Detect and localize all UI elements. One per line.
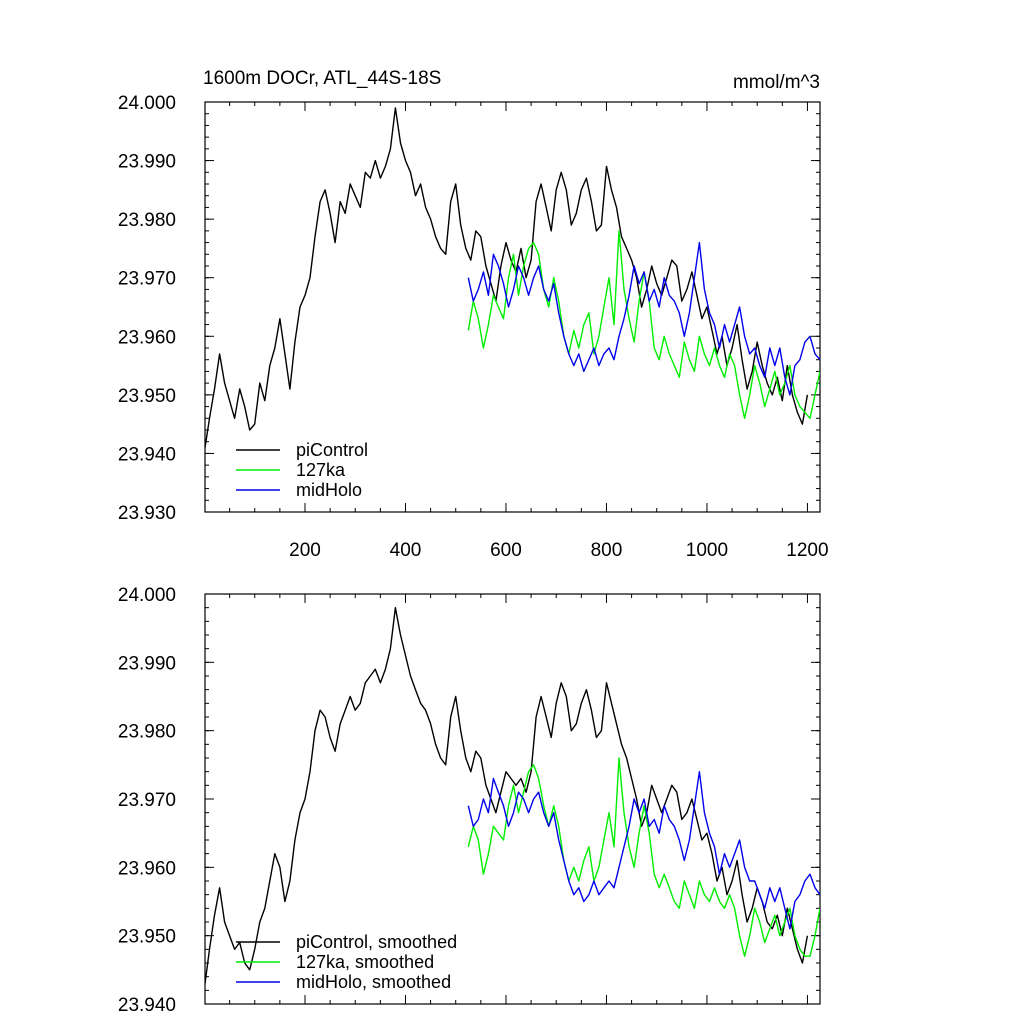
- series-line-127ka: [467, 757, 820, 957]
- legend-label: 127ka, smoothed: [296, 952, 434, 972]
- series-line-127ka: [467, 230, 820, 419]
- x-tick-label: 400: [390, 540, 422, 561]
- top-panel: 200 400 600 800 1000 1200 23.930 23.940 23.950 23…: [118, 93, 829, 561]
- legend-label: piControl: [296, 440, 368, 460]
- x-tick-label: 800: [591, 540, 623, 561]
- y-tick-label: 23.940: [118, 444, 176, 465]
- series-line-piControl: [205, 107, 809, 448]
- y-tick-label: 23.950: [118, 386, 176, 407]
- y-tick-label: 23.960: [118, 327, 176, 348]
- y-tick-label: 23.970: [118, 269, 176, 290]
- y-tick-label: 24.000: [118, 585, 176, 606]
- y-tick-label: 23.990: [118, 152, 176, 173]
- series-line-piControl: [205, 607, 809, 984]
- legend-label: midHolo, smoothed: [296, 972, 451, 992]
- plot-frame: [204, 101, 821, 513]
- y-tick-label: 24.000: [118, 93, 176, 114]
- legend-label: piControl, smoothed: [296, 932, 457, 952]
- series-line-midHolo: [467, 771, 820, 930]
- y-tick-label: 23.950: [118, 927, 176, 948]
- x-tick-label: 1200: [786, 540, 828, 561]
- x-tick-label: 200: [289, 540, 321, 561]
- y-tick-label: 23.990: [118, 653, 176, 674]
- chart-title: 1600m DOCr, ATL_44S-18S: [203, 68, 441, 89]
- y-tick-label: 23.980: [118, 210, 176, 231]
- y-tick-label: 23.940: [118, 995, 176, 1016]
- y-tick-label: 23.960: [118, 858, 176, 879]
- units-label: mmol/m^3: [733, 72, 820, 93]
- y-tick-label: 23.980: [118, 722, 176, 743]
- y-tick-label: 23.930: [118, 503, 176, 524]
- x-tick-label: 600: [490, 540, 522, 561]
- x-tick-label: 1000: [686, 540, 728, 561]
- legend-label: 127ka: [296, 460, 346, 480]
- bottom-panel: 23.940 23.950 23.960 23.970 23.980 23.990 24.0…: [118, 585, 821, 1016]
- legend-label: midHolo: [296, 480, 362, 500]
- series-line-midHolo: [467, 241, 820, 396]
- y-tick-label: 23.970: [118, 790, 176, 811]
